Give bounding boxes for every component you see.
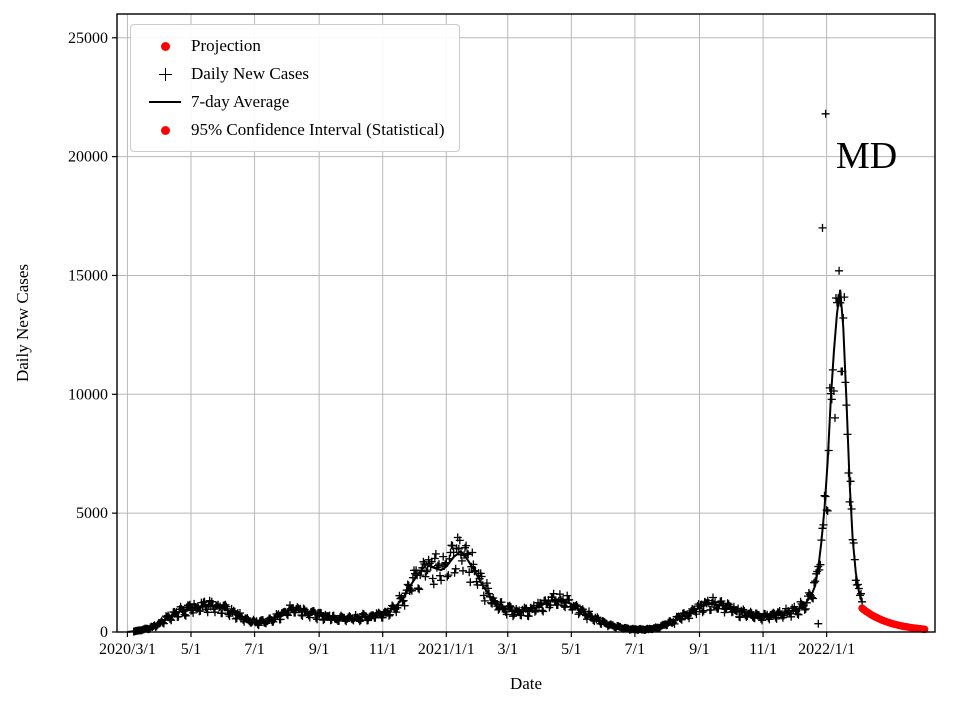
legend-item-label: Projection	[191, 36, 261, 55]
svg-text:9/1: 9/1	[309, 641, 329, 658]
svg-text:5/1: 5/1	[181, 641, 201, 658]
y-axis-label: Daily New Cases	[13, 264, 32, 382]
svg-text:5000: 5000	[76, 505, 108, 522]
axis-ticks	[112, 37, 828, 637]
svg-text:7/1: 7/1	[244, 641, 264, 658]
svg-text:2022/1/1: 2022/1/1	[798, 641, 855, 658]
svg-text:11/1: 11/1	[749, 641, 777, 658]
svg-text:11/1: 11/1	[369, 641, 397, 658]
svg-text:15000: 15000	[68, 267, 108, 284]
plus-marker-icon	[139, 67, 191, 81]
tick-labels: 2020/3/1 5/1 7/1 9/1 11/1 2021/1/1 3/1 5/1 7/1 9/…	[68, 30, 855, 658]
svg-text:2021/1/1: 2021/1/1	[418, 641, 475, 658]
svg-text:0: 0	[100, 624, 108, 641]
svg-text:3/1: 3/1	[498, 641, 518, 658]
legend: Projection Daily New Cases 7-day Average…	[130, 24, 460, 152]
svg-text:5/1: 5/1	[561, 641, 581, 658]
legend-item-label: 95% Confidence Interval (Statistical)	[191, 120, 445, 139]
svg-text:20000: 20000	[68, 149, 108, 166]
legend-item-label: 7-day Average	[191, 92, 290, 111]
legend-item-7day-average: 7-day Average	[139, 88, 445, 116]
svg-text:2020/3/1: 2020/3/1	[99, 641, 156, 658]
svg-text:25000: 25000	[68, 30, 108, 47]
legend-item-label: Daily New Cases	[191, 64, 310, 83]
data-series	[127, 109, 929, 636]
state-label: MD	[836, 135, 898, 177]
x-axis-label: Date	[510, 674, 542, 693]
svg-text:10000: 10000	[68, 386, 108, 403]
plot-frame	[116, 13, 936, 633]
confidence-dot-icon	[139, 125, 191, 135]
projection-dot-icon	[139, 41, 191, 51]
svg-text:9/1: 9/1	[689, 641, 709, 658]
svg-text:7/1: 7/1	[625, 641, 645, 658]
line-marker-icon	[139, 101, 191, 103]
legend-item-projection: Projection	[139, 32, 445, 60]
legend-item-daily-cases: Daily New Cases	[139, 60, 445, 88]
legend-item-confidence-interval: 95% Confidence Interval (Statistical)	[139, 116, 445, 144]
